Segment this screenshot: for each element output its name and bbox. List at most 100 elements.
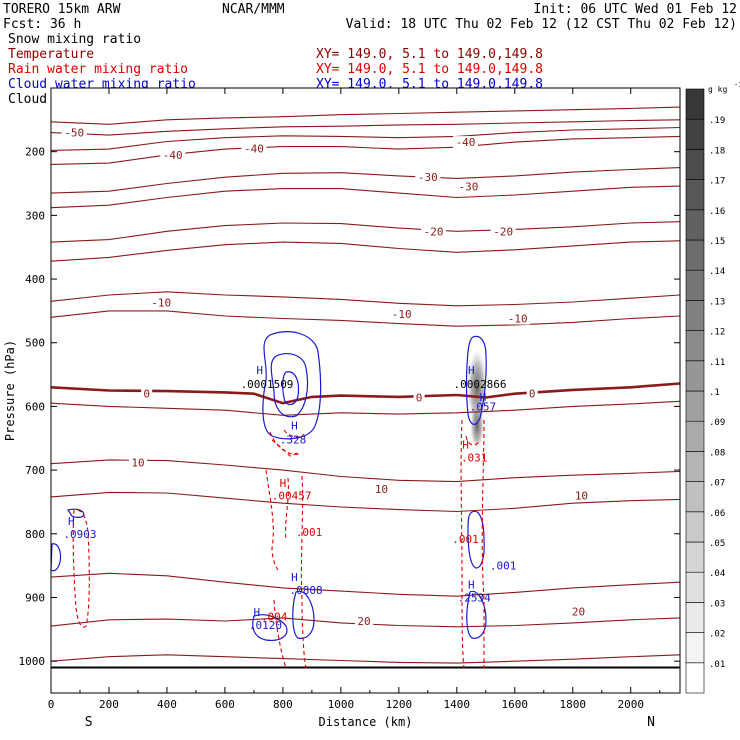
colorbar-cell [685, 541, 705, 573]
temperature-label: 0 [143, 388, 150, 401]
temperature-label: -40 [163, 149, 183, 162]
rain-contour [481, 419, 485, 668]
cloud-water-annotation: H [68, 515, 75, 528]
cloud-water-contour [252, 614, 288, 641]
cloud-water-annotation: .2534 [458, 591, 491, 604]
colorbar-label: .08 [709, 448, 725, 458]
temperature-label: -20 [424, 225, 444, 238]
x-tick-label: 1000 [328, 698, 355, 711]
cloud-water-annotation: .0120 [249, 619, 282, 632]
temperature-label: -40 [456, 136, 476, 149]
colorbar-unit-exponent: -1 [734, 81, 740, 89]
temperature-label-bg [413, 391, 425, 404]
field-xy: XY= 149.0, 5.1 to 149.0,149.8 [316, 62, 543, 77]
colorbar-cell [685, 239, 705, 271]
x-tick-label: 0 [48, 698, 55, 711]
temperature-label: 20 [572, 605, 585, 618]
temperature-label: -20 [493, 225, 513, 238]
colorbar-label: .01 [709, 660, 725, 670]
y-tick-label: 600 [25, 400, 45, 413]
y-tick-label: 900 [25, 591, 45, 604]
temperature-contour [50, 459, 681, 483]
cloud-water-contour [466, 590, 487, 639]
colorbar-cell [685, 662, 705, 694]
temperature-label-bg [141, 387, 153, 400]
colorbar-label: .07 [709, 479, 725, 489]
colorbar-cell [685, 149, 705, 180]
colorbar-label: .1 [709, 388, 720, 398]
colorbar-unit: g kg [708, 85, 727, 94]
temperature-label: -10 [392, 308, 412, 321]
temperature-label-bg [372, 483, 391, 496]
temperature-contour [50, 106, 681, 125]
cloud-water-annotation: .0808 [290, 584, 323, 597]
rain-contour [269, 429, 305, 455]
y-axis-label: Pressure (hPa) [3, 340, 17, 441]
temperature-contour [50, 119, 681, 136]
colorbar-label: .12 [709, 328, 725, 338]
colorbar-cell [685, 88, 705, 120]
temperature-contour [50, 240, 681, 262]
colorbar-cell [685, 209, 705, 241]
rain-contour [271, 439, 301, 457]
temperature-label-bg [453, 136, 479, 149]
field-name: Rain water mixing ratio [8, 62, 188, 77]
colorbar-cell [685, 632, 705, 664]
cloud-water-annotation: .0002866 [454, 378, 507, 391]
temperature-contour [50, 654, 681, 664]
y-tick-label: 700 [25, 464, 45, 477]
cloud-water-annotation: H [256, 364, 263, 377]
temperature-label: 10 [575, 490, 588, 503]
y-tick-label: 800 [25, 528, 45, 541]
colorbar-label: .14 [709, 267, 725, 277]
colorbar-label: .18 [709, 146, 725, 156]
cloud-water-annotation: H [291, 420, 298, 433]
x-tick-label: 2000 [617, 698, 644, 711]
temperature-label-bg [160, 148, 186, 161]
colorbar-label: .15 [709, 237, 725, 247]
cloud-water-annotation: H [468, 364, 475, 377]
temperature-contour [50, 291, 681, 307]
colorbar-cell [685, 420, 705, 452]
colorbar-cell [685, 269, 705, 301]
y-tick-label: 400 [25, 273, 45, 286]
x-tick-label: 400 [157, 698, 177, 711]
init-time: Init: 06 UTC Wed 01 Feb 12 [534, 2, 738, 17]
temperature-label: -40 [244, 143, 264, 156]
temperature-label-bg [128, 456, 147, 469]
temperature-contour [50, 310, 681, 327]
temperature-contour [50, 382, 681, 405]
rain-contour [265, 469, 279, 571]
temperature-contour [50, 400, 681, 416]
colorbar-cell [685, 451, 705, 482]
colorbar-cell [685, 330, 705, 362]
colorbar-cell [685, 360, 705, 392]
y-tick-label: 500 [25, 337, 45, 350]
colorbar-cell [685, 300, 705, 331]
colorbar-label: .05 [709, 539, 725, 549]
temperature-contour [50, 185, 681, 209]
rain-contour [300, 475, 307, 669]
temperature-label-bg [389, 308, 415, 321]
temperature-label: -30 [458, 181, 478, 194]
cloud-water-annotation: .057 [470, 400, 497, 413]
temperature-label: 0 [529, 388, 536, 401]
cloud-water-contour [467, 510, 485, 569]
temperature-label-bg [355, 615, 374, 628]
cloud-water-contour [292, 590, 315, 639]
plot-area: -50 -40 -40 -40 -30 -30 -20 -20 -10 -10 -10 0 0 0 10 10… [50, 87, 681, 694]
valid-time: Valid: 18 UTC Thu 02 Feb 12 (12 CST Thu … [346, 17, 737, 32]
temperature-contour [50, 135, 681, 165]
temperature-label-bg [421, 225, 447, 238]
temperature-label-bg [148, 296, 174, 309]
cloud-water-contour [50, 543, 62, 572]
cloud-water-annotation: .328 [280, 434, 307, 447]
colorbar-label: .09 [709, 418, 725, 428]
temperature-label: -30 [418, 171, 438, 184]
field-name: Temperature [8, 47, 94, 62]
temperature-label: -50 [64, 127, 84, 140]
temperature-label-bg [490, 225, 516, 238]
rain-annotation: .031 [461, 451, 488, 464]
x-end-label-left: S [85, 715, 93, 730]
